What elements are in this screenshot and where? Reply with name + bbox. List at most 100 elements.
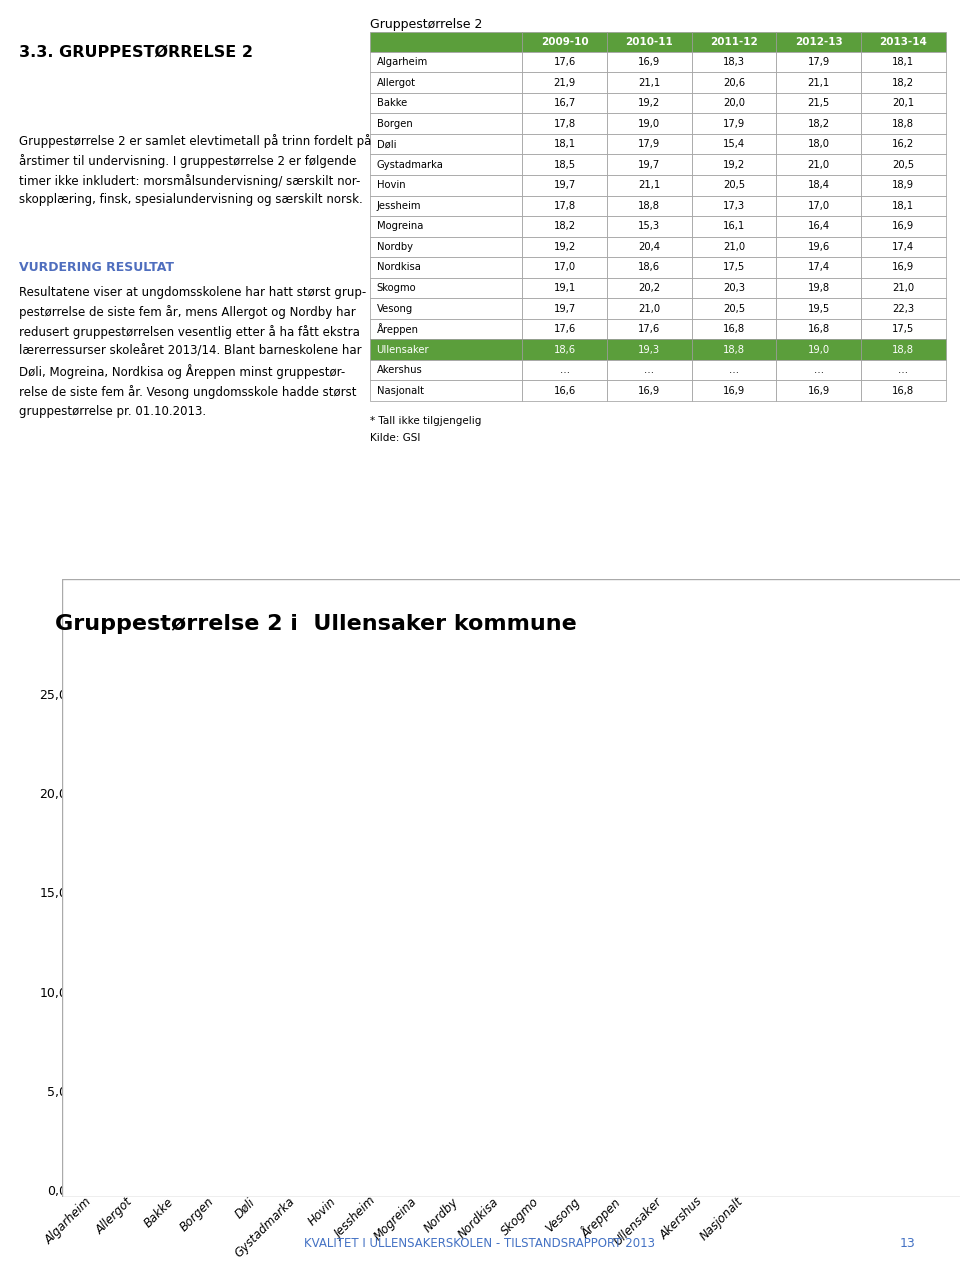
Bar <box>370 278 522 298</box>
Bar <box>586 803 591 1190</box>
Bar <box>121 755 127 1190</box>
Bar <box>691 340 777 360</box>
Bar <box>161 858 167 1190</box>
Bar <box>551 773 557 1190</box>
Bar <box>458 773 464 1190</box>
Text: 20,1: 20,1 <box>892 98 914 108</box>
Text: 18,9: 18,9 <box>892 181 914 190</box>
Text: 18,4: 18,4 <box>807 181 829 190</box>
Bar <box>607 113 691 134</box>
Bar <box>370 298 522 318</box>
Bar <box>300 773 306 1190</box>
Bar <box>691 113 777 134</box>
Bar <box>777 113 861 134</box>
Text: Borgen: Borgen <box>376 118 412 129</box>
Text: 18,3: 18,3 <box>723 57 745 67</box>
Bar <box>615 840 621 1190</box>
Bar <box>144 829 150 1190</box>
Bar <box>522 340 607 360</box>
Bar <box>167 808 173 1190</box>
Bar <box>607 340 691 360</box>
Text: 19,2: 19,2 <box>638 98 660 108</box>
Text: Bakke: Bakke <box>376 98 407 108</box>
Bar <box>510 854 516 1190</box>
Bar <box>777 381 861 401</box>
Text: 18,5: 18,5 <box>554 159 576 169</box>
Bar <box>522 32 607 52</box>
Bar <box>861 360 946 381</box>
Text: Algarheim: Algarheim <box>376 57 428 67</box>
Text: Gruppestørrelse 2 i  Ullensaker kommune: Gruppestørrelse 2 i Ullensaker kommune <box>55 614 576 634</box>
Bar <box>607 381 691 401</box>
Bar <box>80 840 85 1190</box>
Text: 17,3: 17,3 <box>723 201 745 211</box>
Bar <box>522 237 607 257</box>
Bar <box>607 298 691 318</box>
Bar <box>777 257 861 278</box>
Text: 21,9: 21,9 <box>554 78 576 88</box>
Bar <box>97 835 103 1190</box>
Bar <box>777 52 861 73</box>
Bar <box>777 318 861 340</box>
Bar <box>464 801 469 1190</box>
Bar <box>861 134 946 154</box>
Bar <box>225 817 230 1190</box>
Bar <box>528 811 534 1190</box>
Text: 15,3: 15,3 <box>638 222 660 232</box>
Bar <box>607 278 691 298</box>
Bar <box>632 843 637 1190</box>
Text: 16,9: 16,9 <box>892 222 914 232</box>
Text: Gystadmarka: Gystadmarka <box>376 159 444 169</box>
Text: 18,8: 18,8 <box>892 118 914 129</box>
Bar <box>691 381 777 401</box>
Bar <box>691 154 777 174</box>
Bar <box>330 771 336 1190</box>
Legend: 2009-10, 2010-11, 2011-12, 2012-13, 2013-14: 2009-10, 2010-11, 2011-12, 2012-13, 2013… <box>788 878 882 1009</box>
Bar <box>607 216 691 237</box>
Text: 20,2: 20,2 <box>638 283 660 293</box>
Text: 16,8: 16,8 <box>723 325 745 334</box>
Bar <box>777 154 861 174</box>
Bar <box>540 787 545 1190</box>
Bar <box>610 840 615 1190</box>
Bar <box>295 808 300 1190</box>
Text: 16,9: 16,9 <box>892 262 914 272</box>
Bar <box>691 196 777 216</box>
Bar <box>173 793 179 1190</box>
Text: 22,3: 22,3 <box>892 303 914 313</box>
Bar <box>777 134 861 154</box>
Bar <box>522 360 607 381</box>
Bar <box>370 93 522 113</box>
Text: 2011-12: 2011-12 <box>710 37 757 47</box>
Bar <box>861 196 946 216</box>
Bar <box>861 237 946 257</box>
Bar <box>370 174 522 196</box>
Text: Nordkisa: Nordkisa <box>376 262 420 272</box>
Bar <box>522 216 607 237</box>
Text: Ullensaker: Ullensaker <box>376 345 429 355</box>
Bar <box>861 318 946 340</box>
Bar <box>522 52 607 73</box>
Bar <box>289 799 295 1190</box>
Bar <box>861 381 946 401</box>
Bar <box>861 93 946 113</box>
Text: Skogmo: Skogmo <box>376 283 416 293</box>
Bar <box>861 257 946 278</box>
Bar <box>861 340 946 360</box>
Bar <box>732 861 737 1190</box>
Bar <box>487 853 492 1190</box>
Text: 17,5: 17,5 <box>892 325 914 334</box>
Text: 18,2: 18,2 <box>554 222 576 232</box>
Bar <box>777 196 861 216</box>
Bar <box>522 134 607 154</box>
Bar <box>283 822 289 1190</box>
Bar <box>127 771 132 1190</box>
Bar <box>777 237 861 257</box>
Text: 20,5: 20,5 <box>892 159 914 169</box>
Text: 19,3: 19,3 <box>638 345 660 355</box>
Bar <box>607 360 691 381</box>
Bar <box>260 833 266 1190</box>
Text: 19,2: 19,2 <box>723 159 745 169</box>
Bar <box>667 813 673 1190</box>
Bar <box>370 237 522 257</box>
